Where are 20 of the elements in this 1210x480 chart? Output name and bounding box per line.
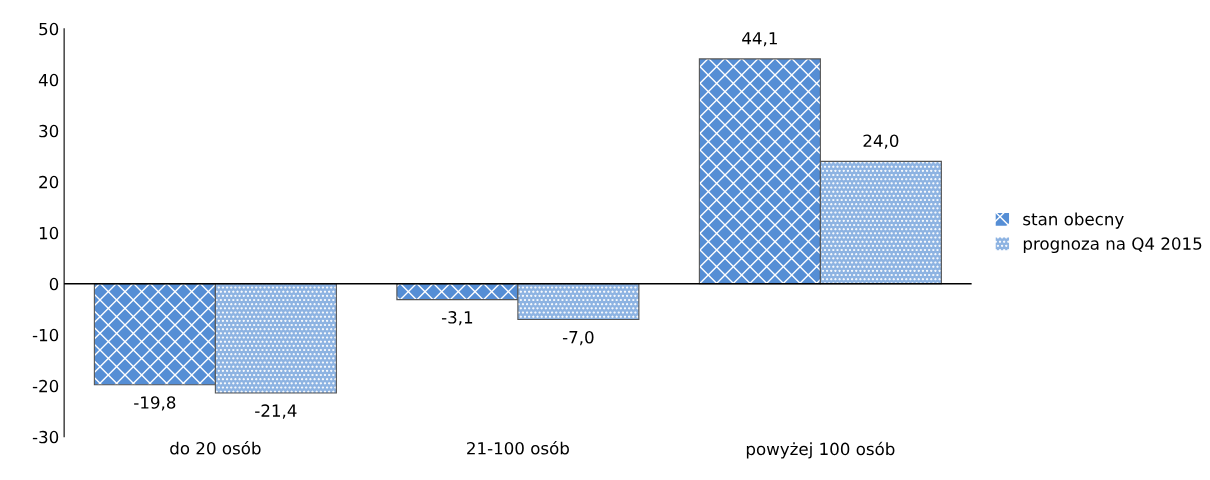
y-tick-label: 30: [39, 124, 59, 138]
y-tick-label: 50: [39, 22, 59, 36]
data-label: -19,8: [134, 396, 176, 411]
x-tick-label: do 20 osób: [170, 440, 261, 455]
y-tick-label: 20: [39, 175, 59, 189]
legend-label: prognoza na Q4 2015: [1023, 237, 1202, 254]
y-tick-label: -20: [32, 379, 59, 393]
y-tick-label: 40: [38, 73, 59, 87]
data-label: -21,4: [255, 404, 297, 419]
data-label: 44,1: [742, 32, 777, 47]
data-label: 24,0: [863, 134, 899, 149]
y-tick-label: -10: [32, 328, 59, 342]
x-tick-label: powyżej 100 osób: [746, 441, 895, 459]
y-tick-label: 10: [39, 226, 59, 240]
x-tick-label: 21-100 osób: [467, 440, 569, 455]
data-label: -7,0: [562, 330, 594, 346]
legend-label: stan obecny: [1023, 212, 1124, 229]
y-tick-label: -30: [32, 430, 59, 444]
data-label: -3,1: [441, 311, 473, 326]
y-tick-label: 0: [49, 277, 59, 291]
